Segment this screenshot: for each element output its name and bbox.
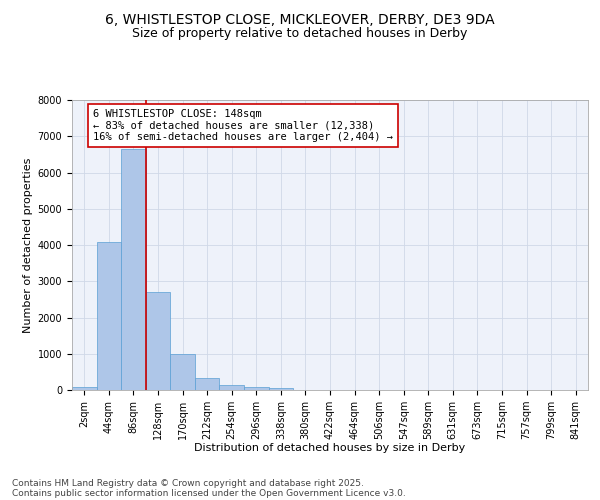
Y-axis label: Number of detached properties: Number of detached properties bbox=[23, 158, 34, 332]
Text: Contains HM Land Registry data © Crown copyright and database right 2025.: Contains HM Land Registry data © Crown c… bbox=[12, 478, 364, 488]
Bar bbox=[170, 354, 195, 390]
Bar bbox=[121, 149, 146, 390]
Bar bbox=[97, 242, 121, 390]
Bar bbox=[244, 387, 269, 390]
Text: 6 WHISTLESTOP CLOSE: 148sqm
← 83% of detached houses are smaller (12,338)
16% of: 6 WHISTLESTOP CLOSE: 148sqm ← 83% of det… bbox=[93, 109, 393, 142]
Bar bbox=[72, 387, 97, 390]
X-axis label: Distribution of detached houses by size in Derby: Distribution of detached houses by size … bbox=[194, 444, 466, 454]
Bar bbox=[269, 388, 293, 390]
Bar bbox=[220, 386, 244, 390]
Bar bbox=[146, 292, 170, 390]
Text: 6, WHISTLESTOP CLOSE, MICKLEOVER, DERBY, DE3 9DA: 6, WHISTLESTOP CLOSE, MICKLEOVER, DERBY,… bbox=[105, 12, 495, 26]
Bar bbox=[195, 378, 220, 390]
Text: Size of property relative to detached houses in Derby: Size of property relative to detached ho… bbox=[133, 28, 467, 40]
Text: Contains public sector information licensed under the Open Government Licence v3: Contains public sector information licen… bbox=[12, 488, 406, 498]
